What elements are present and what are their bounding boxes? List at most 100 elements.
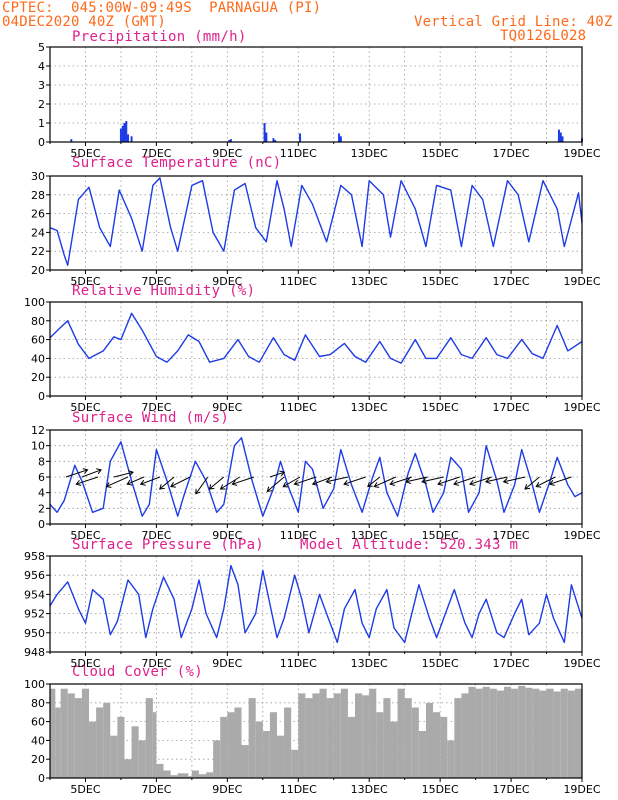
- x-tick-label: 7DEC: [141, 529, 171, 542]
- header-date: 04DEC2020 40Z (GMT): [2, 14, 166, 30]
- cloud-cover-bar: [110, 735, 118, 778]
- x-tick-label: 5DEC: [70, 147, 100, 160]
- panel-frame: [49, 429, 583, 525]
- panel-title-wind: Surface Wind (m/s): [72, 410, 230, 426]
- cloud-cover-bar: [145, 698, 153, 778]
- precip-bar: [265, 132, 268, 142]
- cloud-cover-bar: [362, 695, 370, 778]
- y-tick-label: 4: [38, 487, 45, 500]
- cloud-cover-bar: [355, 693, 363, 778]
- panel-frame: [49, 175, 583, 271]
- x-tick-label: 7DEC: [141, 783, 171, 796]
- wind-vector-head: [373, 482, 380, 488]
- x-tick-label: 9DEC: [212, 275, 242, 288]
- x-tick-label: 17DEC: [493, 783, 530, 796]
- x-tick-label: 13DEC: [351, 657, 388, 670]
- y-tick-label: 958: [24, 550, 45, 563]
- cloud-cover-bar: [475, 688, 483, 778]
- wind-vector-head: [485, 477, 491, 484]
- y-tick-label: 10: [31, 440, 45, 453]
- precip-bar: [299, 133, 302, 142]
- wind-vector: [390, 476, 412, 485]
- wind-vector: [535, 476, 556, 488]
- cloud-cover-bar: [411, 707, 419, 778]
- cloud-cover-bar: [227, 712, 235, 778]
- x-tick-label: 11DEC: [280, 657, 317, 670]
- cloud-cover-bar: [138, 740, 146, 778]
- cloud-cover-bar: [496, 690, 504, 778]
- x-tick-label: 13DEC: [351, 529, 388, 542]
- y-tick-label: 60: [31, 334, 45, 347]
- y-tick-label: 26: [31, 208, 45, 221]
- header-code: TQ0126L028: [500, 28, 587, 44]
- cloud-cover-bar: [198, 774, 207, 778]
- wind-vector: [503, 476, 526, 483]
- x-tick-label: 15DEC: [422, 529, 459, 542]
- precip-bar: [338, 133, 341, 142]
- x-tick-label: 9DEC: [212, 783, 242, 796]
- wind-vector-head: [343, 480, 350, 486]
- precip-bar: [559, 132, 562, 142]
- cloud-cover-bar: [574, 688, 582, 778]
- x-tick-label: 15DEC: [422, 275, 459, 288]
- panel-cloud: [46, 683, 583, 782]
- pressure-series-line: [49, 564, 583, 644]
- y-tick-label: 40: [31, 352, 45, 365]
- panel-title-temperature: Surface Temperature (nC): [72, 155, 282, 171]
- precip-bar: [557, 129, 560, 142]
- cloud-cover-bar: [390, 721, 398, 778]
- panel-precip: [46, 46, 583, 146]
- y-tick-label: 4: [38, 60, 45, 73]
- x-tick-label: 15DEC: [422, 147, 459, 160]
- wind-vector: [81, 469, 102, 478]
- wind-vector-head: [159, 484, 165, 490]
- wind-vector-head: [325, 477, 332, 484]
- y-tick-label: 0: [38, 518, 45, 531]
- wind-vector-head: [535, 482, 542, 488]
- wind-series-line: [49, 437, 583, 517]
- cloud-cover-bar: [383, 698, 391, 778]
- cloud-cover-bar: [553, 691, 561, 778]
- cloud-cover-bar: [220, 716, 228, 778]
- y-tick-label: 22: [31, 245, 45, 258]
- cloud-cover-bar: [397, 688, 405, 778]
- wind-vector-head: [311, 479, 318, 486]
- cloud-cover-bar: [291, 749, 299, 778]
- precip-bar: [123, 123, 126, 142]
- x-tick-label: 9DEC: [212, 529, 242, 542]
- header-location: CPTEC: 045:00W-09:49S PARNAGUA (PI): [2, 0, 322, 16]
- wind-vector: [453, 476, 476, 485]
- y-tick-label: 30: [31, 170, 45, 183]
- wind-vector-head: [367, 481, 373, 488]
- x-tick-label: 13DEC: [351, 147, 388, 160]
- y-tick-label: 12: [31, 424, 45, 437]
- cloud-cover-bar: [340, 688, 348, 778]
- y-tick-label: 950: [24, 627, 45, 640]
- panel-pressure: [46, 555, 583, 656]
- cloud-cover-bar: [440, 716, 448, 778]
- cloud-cover-bar: [347, 716, 356, 778]
- cloud-cover-bar: [241, 745, 249, 778]
- precip-bar: [339, 136, 342, 142]
- cloud-cover-bar: [74, 698, 82, 778]
- cloud-cover-bar: [511, 688, 519, 778]
- precip-bar: [127, 134, 130, 142]
- cloud-cover-bar: [103, 702, 111, 778]
- precip-bar: [125, 121, 128, 142]
- wind-vector-head: [502, 477, 509, 484]
- panel-frame: [49, 683, 583, 779]
- x-tick-label: 19DEC: [563, 529, 600, 542]
- wind-vector: [106, 476, 129, 488]
- cloud-cover-bar: [81, 688, 90, 778]
- cloud-cover-bar: [67, 693, 75, 778]
- wind-vector-head: [139, 479, 146, 486]
- wind-vector: [113, 471, 134, 478]
- x-tick-label: 17DEC: [493, 401, 530, 414]
- y-tick-label: 3: [38, 79, 45, 92]
- x-tick-label: 9DEC: [212, 147, 242, 160]
- precip-bar: [274, 140, 277, 142]
- wind-vector: [232, 476, 255, 485]
- cloud-cover-bar: [489, 688, 497, 778]
- x-tick-label: 17DEC: [493, 275, 530, 288]
- cloud-cover-bar: [262, 731, 270, 778]
